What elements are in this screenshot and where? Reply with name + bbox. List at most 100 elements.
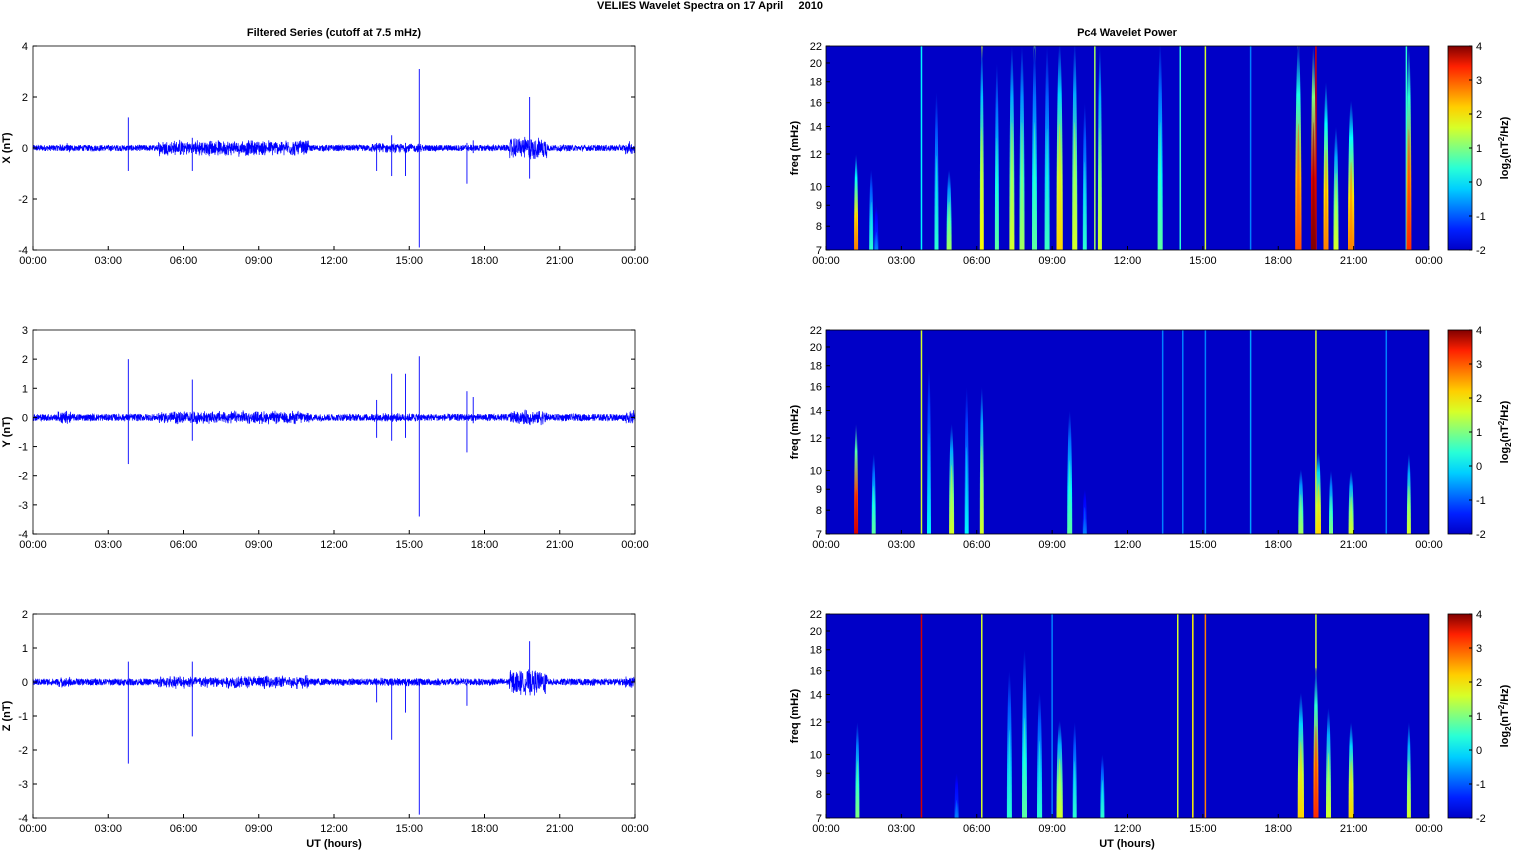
left-xlabel: UT (hours) [306, 838, 362, 850]
colorbar-label-part: 2 [1504, 726, 1513, 731]
colorbar-label-part: (nT [1499, 141, 1511, 158]
power-event-core [1408, 485, 1410, 534]
series-panel-y: -4 -3 -2 -1 0 1 2 3 Y (nT) 00:00 03:00 06:00 09:00 12… [1, 325, 649, 551]
power-event-core [855, 211, 857, 250]
y-tick-label: 14 [810, 122, 822, 134]
y-tick-label: 20 [810, 626, 822, 638]
x-tick-label: 00:00 [812, 255, 840, 267]
power-event-core [1058, 758, 1062, 818]
x-tick-label: 00:00 [19, 255, 47, 267]
spectrogram-image [826, 46, 1429, 250]
y-tick-label: -1 [18, 711, 28, 723]
x-tick-label: 03:00 [94, 255, 122, 267]
y-tick-label: 8 [816, 505, 822, 517]
colorbar-label-part: 2 [1497, 136, 1506, 141]
y-tick-label: 9 [816, 200, 822, 212]
y-tick-label: -1 [18, 442, 28, 454]
x-tick-label: 03:00 [888, 823, 916, 835]
colorbar-tick-label: -2 [1476, 529, 1486, 541]
x-tick-label: 18:00 [471, 255, 499, 267]
x-tick-label: 12:00 [320, 823, 348, 835]
power-event-core [1010, 122, 1014, 250]
y-tick-label: 0 [22, 412, 28, 424]
x-tick-label: 09:00 [245, 539, 273, 551]
y-tick-label: 7 [816, 245, 822, 257]
left-column-title: Filtered Series (cutoff at 7.5 mHz) [247, 27, 422, 39]
y-tick-label: 8 [816, 221, 822, 233]
x-tick-label: 21:00 [1340, 539, 1368, 551]
y-tick-label: -4 [18, 529, 28, 541]
y-tick-label: 16 [810, 98, 822, 110]
y-axis-label: Y (nT) [1, 416, 13, 447]
x-tick-label: 06:00 [170, 255, 198, 267]
power-event-core [875, 231, 878, 250]
colorbar-scale [1447, 329, 1473, 535]
spectrogram-image [826, 330, 1429, 534]
y-tick-label: -2 [18, 745, 28, 757]
colorbar-tick-label: 2 [1476, 677, 1482, 689]
y-tick-label: 16 [810, 382, 822, 394]
power-event-core [928, 432, 930, 534]
power-event-core [980, 445, 983, 534]
power-event-core [1023, 717, 1026, 818]
series-line [32, 409, 636, 426]
y-tick-label: 10 [810, 181, 822, 193]
colorbar-tick-label: 1 [1476, 143, 1482, 155]
colorbar-tick-label: 3 [1476, 75, 1482, 87]
y-tick-label: 18 [810, 77, 822, 89]
x-tick-label: 18:00 [1264, 539, 1292, 551]
y-tick-label: 14 [810, 406, 822, 418]
colorbar-label: log2(nT2/Hz) [1497, 116, 1513, 179]
power-event-core [1046, 128, 1049, 250]
power-event-mark [854, 154, 859, 250]
y-tick-label: 16 [810, 666, 822, 678]
power-event-core [1330, 495, 1332, 534]
colorbar-label-part: log [1499, 447, 1511, 464]
colorbar-tick-label: 1 [1476, 427, 1482, 439]
figure-title: VELIES Wavelet Spectra on 17 April 2010 [597, 0, 823, 12]
y-tick-label: -2 [18, 194, 28, 206]
series-line [32, 669, 636, 696]
power-event-core [965, 446, 968, 534]
x-tick-label: 18:00 [1264, 255, 1292, 267]
colorbar-tick-label: 4 [1476, 325, 1482, 337]
colorbar-tick-label: 1 [1476, 711, 1482, 723]
power-event-core [1327, 752, 1330, 818]
colorbar-tick-label: 0 [1476, 177, 1482, 189]
y-tick-label: -4 [18, 245, 28, 257]
power-event-core [955, 799, 958, 818]
y-tick-label: 2 [22, 609, 28, 621]
power-event-core [1334, 172, 1338, 250]
y-tick-label: 4 [22, 41, 28, 53]
x-tick-label: 21:00 [1340, 255, 1368, 267]
power-event-core [935, 155, 938, 250]
colorbar-label-part: /Hz) [1499, 116, 1511, 137]
colorbar-tick-label: 3 [1476, 359, 1482, 371]
power-event-core [1008, 729, 1011, 818]
power-event-core [1073, 761, 1076, 818]
power-event-core [980, 127, 983, 250]
power-event-core [1083, 161, 1086, 250]
x-tick-label: 15:00 [395, 539, 423, 551]
colorbar-label-part: /Hz) [1499, 684, 1511, 705]
x-tick-label: 21:00 [546, 823, 574, 835]
axes-box [32, 329, 636, 535]
colorbar-label-part: 2 [1497, 420, 1506, 425]
axes-box [32, 613, 636, 819]
power-event-core [1350, 761, 1353, 818]
x-tick-label: 18:00 [471, 823, 499, 835]
x-tick-label: 18:00 [1264, 823, 1292, 835]
colorbar-tick-label: 4 [1476, 41, 1482, 53]
colorbar-tick-label: -2 [1476, 245, 1486, 257]
right-xlabel: UT (hours) [1099, 838, 1155, 850]
x-tick-label: 12:00 [320, 255, 348, 267]
y-axis-label: Z (nT) [1, 700, 13, 731]
x-tick-label: 06:00 [963, 539, 991, 551]
spectrogram-background [826, 46, 1429, 250]
y-axis-label: freq (mHz) [789, 688, 801, 743]
power-event-core [1324, 148, 1328, 250]
